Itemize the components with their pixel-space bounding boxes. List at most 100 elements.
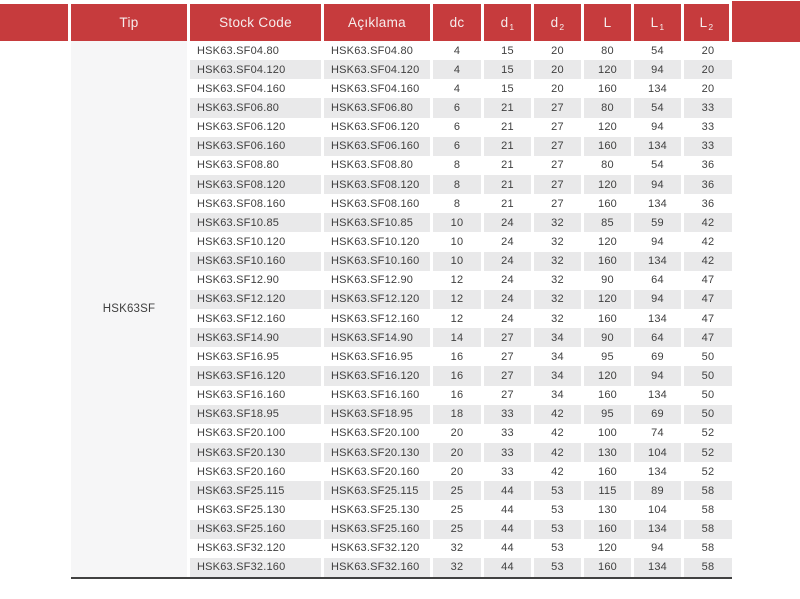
cell-L2: 20 <box>684 60 732 80</box>
header-label: d <box>500 15 509 30</box>
cell-d2: 53 <box>534 538 581 558</box>
cell-aciklama: HSK63.SF16.95 <box>324 347 430 367</box>
cell-d1: 27 <box>484 347 531 367</box>
cell-d2: 32 <box>534 232 581 252</box>
cell-dc: 20 <box>433 423 481 443</box>
header-spacer-right <box>732 1 800 42</box>
cell-L: 120 <box>584 174 631 195</box>
table-row: HSK63.SF32.160 HSK63.SF32.160 32 44 53 160 134… <box>190 557 732 577</box>
cell-L: 120 <box>584 117 631 137</box>
cell-d2: 53 <box>534 481 581 501</box>
cell-L1: 134 <box>634 385 681 405</box>
cell-L2: 58 <box>684 481 732 501</box>
table-row: HSK63.SF08.120 HSK63.SF08.120 8 21 27 120 94 36 <box>190 174 732 195</box>
table-row: HSK63.SF10.160 HSK63.SF10.160 10 24 32 160 134… <box>190 251 732 271</box>
cell-d1: 15 <box>484 60 531 80</box>
cell-L2: 58 <box>684 557 732 577</box>
cell-L2: 52 <box>684 462 732 482</box>
cell-dc: 16 <box>433 385 481 405</box>
cell-aciklama: HSK63.SF18.95 <box>324 404 430 424</box>
cell-stock-code: HSK63.SF12.160 <box>190 308 321 329</box>
cell-aciklama: HSK63.SF08.160 <box>324 194 430 214</box>
header-col-stock-code: Stock Code <box>190 4 321 41</box>
cell-L1: 94 <box>634 117 681 137</box>
cell-dc: 4 <box>433 60 481 80</box>
header-col-aciklama: Açıklama <box>324 4 430 41</box>
cell-d2: 32 <box>534 251 581 271</box>
cell-L1: 134 <box>634 462 681 482</box>
cell-L1: 64 <box>634 328 681 348</box>
cell-L2: 36 <box>684 194 732 214</box>
cell-d2: 42 <box>534 462 581 482</box>
cell-L: 160 <box>584 251 631 271</box>
table-row: HSK63.SF04.160 HSK63.SF04.160 4 15 20 160 134 2… <box>190 79 732 99</box>
cell-dc: 6 <box>433 117 481 137</box>
cell-L1: 59 <box>634 213 681 233</box>
cell-L1: 134 <box>634 308 681 329</box>
header-subscript: 2 <box>559 22 565 32</box>
cell-L1: 74 <box>634 423 681 443</box>
cell-L: 160 <box>584 308 631 329</box>
cell-d2: 53 <box>534 500 581 520</box>
cell-L2: 20 <box>684 79 732 99</box>
cell-L: 80 <box>584 98 631 118</box>
cell-L1: 54 <box>634 41 681 61</box>
cell-L: 130 <box>584 442 631 463</box>
cell-d2: 27 <box>534 155 581 175</box>
cell-L2: 33 <box>684 98 732 118</box>
cell-stock-code: HSK63.SF20.160 <box>190 462 321 482</box>
cell-L2: 58 <box>684 519 732 539</box>
cell-L2: 50 <box>684 347 732 367</box>
cell-stock-code: HSK63.SF25.130 <box>190 500 321 520</box>
cell-d2: 42 <box>534 442 581 463</box>
cell-aciklama: HSK63.SF08.120 <box>324 174 430 195</box>
cell-aciklama: HSK63.SF25.130 <box>324 500 430 520</box>
cell-L1: 134 <box>634 557 681 577</box>
cell-dc: 16 <box>433 347 481 367</box>
cell-d2: 53 <box>534 519 581 539</box>
cell-d2: 32 <box>534 308 581 329</box>
table-row: HSK63.SF25.130 HSK63.SF25.130 25 44 53 130 104… <box>190 500 732 520</box>
cell-L: 115 <box>584 481 631 501</box>
cell-L1: 89 <box>634 481 681 501</box>
cell-aciklama: HSK63.SF16.120 <box>324 366 430 386</box>
cell-d2: 20 <box>534 41 581 61</box>
table-row: HSK63.SF14.90 HSK63.SF14.90 14 27 34 90 64 47 <box>190 328 732 348</box>
cell-d2: 42 <box>534 404 581 424</box>
cell-L1: 69 <box>634 404 681 424</box>
cell-L: 120 <box>584 60 631 80</box>
cell-d1: 44 <box>484 519 531 539</box>
cell-d2: 34 <box>534 328 581 348</box>
cell-L: 160 <box>584 385 631 405</box>
cell-aciklama: HSK63.SF25.160 <box>324 519 430 539</box>
cell-L: 80 <box>584 41 631 61</box>
cell-d1: 21 <box>484 194 531 214</box>
cell-stock-code: HSK63.SF14.90 <box>190 328 321 348</box>
cell-d1: 21 <box>484 117 531 137</box>
cell-L1: 134 <box>634 519 681 539</box>
cell-d1: 44 <box>484 500 531 520</box>
cell-L: 160 <box>584 557 631 577</box>
cell-aciklama: HSK63.SF20.160 <box>324 462 430 482</box>
cell-d2: 34 <box>534 385 581 405</box>
cell-dc: 12 <box>433 289 481 309</box>
cell-stock-code: HSK63.SF16.160 <box>190 385 321 405</box>
cell-stock-code: HSK63.SF16.120 <box>190 366 321 386</box>
cell-aciklama: HSK63.SF20.130 <box>324 442 430 463</box>
cell-dc: 10 <box>433 232 481 252</box>
cell-stock-code: HSK63.SF12.90 <box>190 270 321 290</box>
cell-d1: 27 <box>484 328 531 348</box>
cell-L2: 42 <box>684 232 732 252</box>
table-row: HSK63.SF25.160 HSK63.SF25.160 25 44 53 160 134… <box>190 519 732 539</box>
cell-d1: 21 <box>484 155 531 175</box>
cell-aciklama: HSK63.SF06.80 <box>324 98 430 118</box>
cell-dc: 8 <box>433 194 481 214</box>
cell-dc: 25 <box>433 500 481 520</box>
cell-L: 100 <box>584 423 631 443</box>
cell-stock-code: HSK63.SF08.80 <box>190 155 321 175</box>
cell-dc: 8 <box>433 174 481 195</box>
